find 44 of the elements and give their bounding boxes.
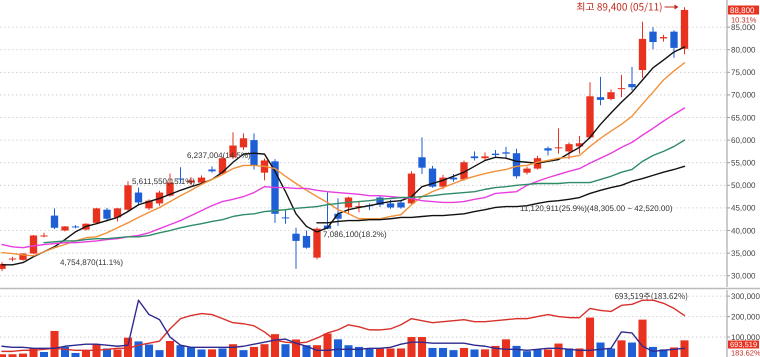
annotation: 4,754,870(11.1%) <box>60 258 124 267</box>
candlestick <box>418 136 426 175</box>
y-tick-label: 80,000 <box>731 46 756 55</box>
y-tick-label: 45,000 <box>731 204 756 213</box>
candlestick <box>607 88 615 101</box>
text: 88,800 <box>730 6 756 15</box>
line-series <box>1 300 686 352</box>
candlestick <box>198 174 206 186</box>
y-tick-label: 100,000 <box>731 332 760 342</box>
y-tick-label: 40,000 <box>731 226 756 236</box>
candlestick <box>618 74 626 98</box>
annotation: 7,086,100(18.2%) <box>323 230 387 239</box>
candlestick <box>103 207 111 222</box>
candlestick <box>282 210 290 224</box>
y-tick-label: 70,000 <box>731 90 756 100</box>
y-tick-label: 300,000 <box>731 292 760 301</box>
annotation: 11,120,911(25.9%)(48,305.00 ~ 42,520.00) <box>520 204 673 213</box>
candlestick <box>386 199 394 210</box>
y-tick-label: 30,000 <box>731 272 756 280</box>
y-tick-label: 75,000 <box>731 68 756 78</box>
candlestick <box>554 128 562 154</box>
y-tick-label: 200,000 <box>731 312 760 322</box>
line-series <box>43 139 686 244</box>
y-tick-label: 55,000 <box>731 158 756 168</box>
candlestick <box>565 142 573 160</box>
line-series <box>1 107 686 248</box>
candlestick <box>302 230 310 250</box>
candlestick <box>596 76 604 106</box>
candlestick <box>649 26 657 50</box>
candlestick <box>134 187 142 206</box>
candlestick <box>670 30 678 58</box>
annotation: 693,519주(183.62%) <box>614 290 688 302</box>
annotation: 최고 89,400 (05/11) <box>576 0 662 14</box>
y-tick-label: 50,000 <box>731 181 756 190</box>
y-tick-label: 65,000 <box>731 113 756 122</box>
y-tick-label: 85,000 <box>731 22 756 32</box>
y-tick-label: 35,000 <box>731 248 756 258</box>
candlestick <box>544 146 552 156</box>
y-tick-label: 60,000 <box>731 136 756 145</box>
candlestick <box>628 66 636 91</box>
candlestick <box>240 132 248 151</box>
candlestick <box>92 207 100 224</box>
candlestick <box>292 227 300 270</box>
candlestick <box>50 208 58 230</box>
